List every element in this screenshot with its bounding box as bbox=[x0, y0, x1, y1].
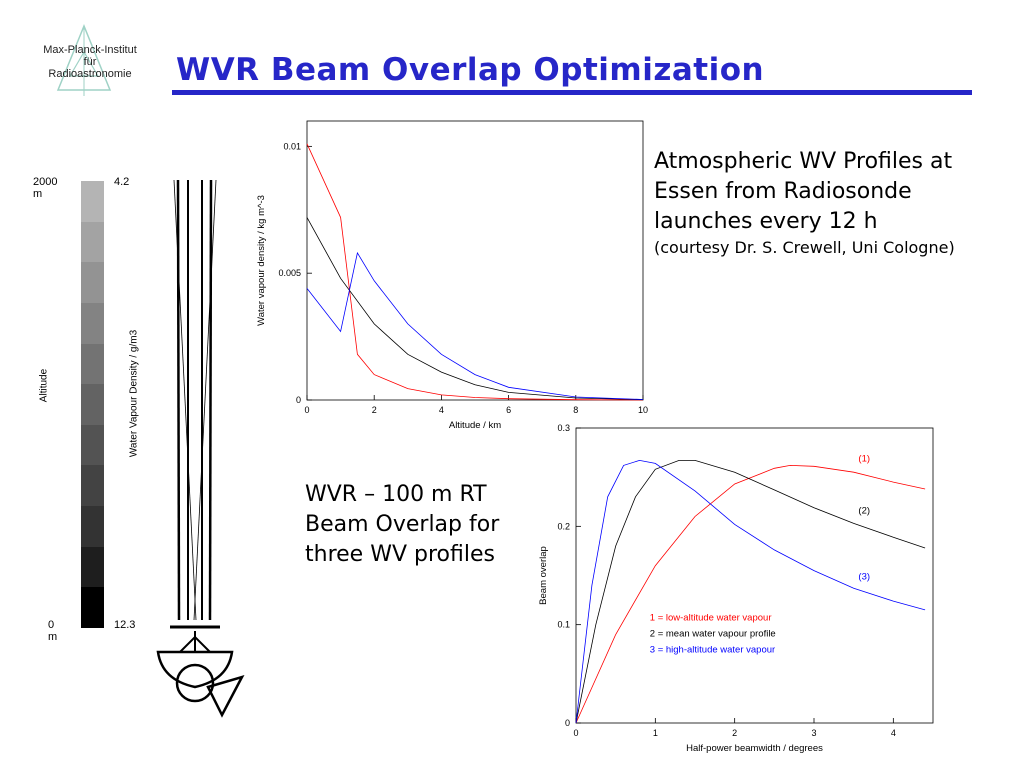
legend-entry-1: 1 = low-altitude water vapour bbox=[650, 613, 772, 624]
wv-profile-chart: 0 2 4 6 8 10 0 0.005 0.01 Altitude / km Water vapo… bbox=[256, 120, 648, 431]
y-axis-label: Water vapour density / kg m^-3 bbox=[256, 195, 267, 326]
y-tick-label: 0.005 bbox=[278, 268, 301, 278]
legend-entry-2: 2 = mean water vapour profile bbox=[650, 629, 776, 640]
series-line-1 bbox=[306, 143, 644, 401]
institute-logo: Max-Planck-Institut für Radioastronomie bbox=[30, 22, 150, 98]
colorbar-cell-3 bbox=[81, 302, 104, 344]
y-tick-label: 0.3 bbox=[557, 423, 570, 433]
colorbar-cell-7 bbox=[81, 465, 104, 507]
x-tick-label: 2 bbox=[372, 405, 377, 415]
x-tick-label: 4 bbox=[439, 405, 444, 415]
overlap-caption-line-3: three WV profiles bbox=[305, 542, 495, 567]
colorbar-cell-1 bbox=[81, 221, 104, 263]
colorbar-cell-6 bbox=[81, 424, 104, 466]
logo-text-line-3: Radioastronomie bbox=[48, 68, 132, 80]
series-line-2 bbox=[306, 217, 644, 401]
y-tick-label: 0 bbox=[565, 718, 570, 728]
colorbar-cell-2 bbox=[81, 262, 104, 303]
colorbar-bottom-altitude: 0 m bbox=[48, 619, 58, 643]
x-axis-label: Half-power beamwidth / degrees bbox=[686, 743, 823, 754]
y-tick-label: 0.1 bbox=[557, 620, 570, 630]
dish-outline bbox=[156, 650, 234, 689]
telescope-beam-diagram bbox=[156, 179, 245, 718]
x-tick-label: 1 bbox=[653, 728, 658, 738]
series-label-1: (1) bbox=[858, 453, 870, 464]
profiles-caption-line-3: launches every 12 h bbox=[654, 209, 878, 234]
colorbar-top-altitude: 2000 m bbox=[33, 176, 58, 200]
x-tick-label: 0 bbox=[573, 728, 578, 738]
wvr-beam-left bbox=[173, 179, 197, 621]
colorbar-cell-9 bbox=[81, 546, 104, 588]
colorbar-bottom-value: 12.3 bbox=[114, 619, 136, 631]
colorbar bbox=[81, 181, 104, 629]
logo-text-line-2: für bbox=[83, 56, 97, 68]
x-tick-label: 2 bbox=[732, 728, 737, 738]
colorbar-cell-10 bbox=[81, 587, 104, 629]
colorbar-cell-4 bbox=[81, 343, 104, 385]
y-axis-label: Beam overlap bbox=[538, 546, 549, 605]
series-label-2: (2) bbox=[858, 506, 870, 517]
overlap-caption-line-2: Beam Overlap for bbox=[305, 512, 500, 537]
series-label-3: (3) bbox=[858, 571, 870, 582]
mount-circle bbox=[175, 663, 215, 703]
beam-outer-left bbox=[176, 179, 181, 621]
x-tick-label: 4 bbox=[891, 728, 896, 738]
colorbar-left-label: Altitude bbox=[38, 368, 50, 403]
x-tick-label: 10 bbox=[638, 405, 648, 415]
beam-overlap-chart: 0 1 2 3 4 0 0.1 0.2 0.3 Half-power beamwidth / de… bbox=[538, 423, 934, 754]
colorbar-cell-8 bbox=[81, 506, 104, 547]
colorbar-cell-0 bbox=[81, 181, 104, 222]
x-tick-label: 0 bbox=[304, 405, 309, 415]
x-tick-label: 3 bbox=[811, 728, 816, 738]
overlap-caption-line-1: WVR – 100 m RT bbox=[305, 482, 487, 507]
profiles-caption-line-1: Atmospheric WV Profiles at bbox=[654, 149, 953, 174]
series-line-2 bbox=[575, 460, 926, 724]
profiles-credit: (courtesy Dr. S. Crewell, Uni Cologne) bbox=[654, 238, 955, 257]
legend-entry-3: 3 = high-altitude water vapour bbox=[650, 645, 775, 656]
plot-frame bbox=[306, 120, 644, 401]
logo-text-line-1: Max-Planck-Institut bbox=[43, 44, 137, 56]
wvr-beam-right bbox=[193, 179, 217, 621]
colorbar-top-value: 4.2 bbox=[114, 176, 130, 188]
plot-frame bbox=[575, 427, 934, 724]
x-tick-label: 8 bbox=[573, 405, 578, 415]
logo-mark bbox=[56, 24, 112, 96]
x-axis-label: Altitude / km bbox=[449, 420, 501, 431]
profiles-caption-line-2: Essen from Radiosonde bbox=[654, 179, 912, 204]
y-tick-label: 0.2 bbox=[557, 521, 570, 531]
overlap-caption: WVR – 100 m RT Beam Overlap for three WV… bbox=[305, 480, 545, 570]
series-line-3 bbox=[306, 251, 644, 400]
feed-legs bbox=[179, 635, 211, 653]
title-underline bbox=[172, 90, 972, 95]
colorbar-cell-5 bbox=[81, 384, 104, 425]
colorbar-right-label: Water Vapour Density / g/m3 bbox=[128, 329, 140, 458]
y-tick-label: 0 bbox=[296, 395, 301, 405]
y-tick-label: 0.01 bbox=[283, 141, 301, 151]
series-line-1 bbox=[575, 464, 926, 724]
beam-outer-right bbox=[208, 179, 213, 621]
slide-title: WVR Beam Overlap Optimization bbox=[176, 52, 765, 88]
series-line-3 bbox=[575, 459, 926, 724]
profiles-caption: Atmospheric WV Profiles at Essen from Ra… bbox=[654, 147, 1014, 259]
mount-triangle bbox=[206, 674, 245, 718]
x-tick-label: 6 bbox=[506, 405, 511, 415]
